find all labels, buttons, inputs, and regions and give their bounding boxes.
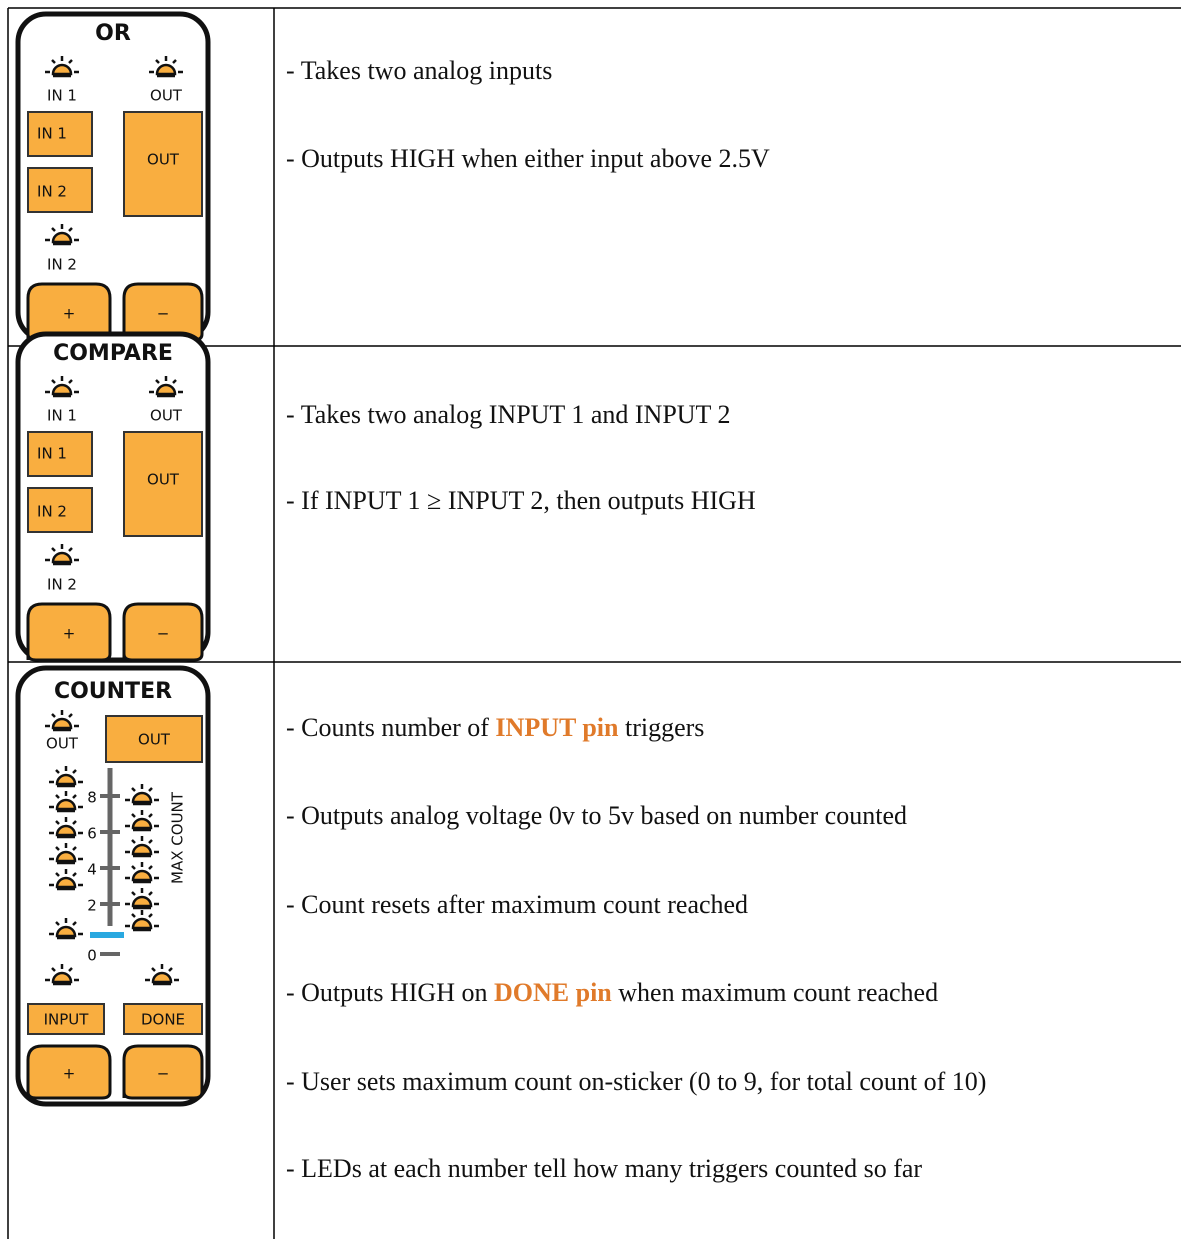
label: − (157, 1065, 170, 1083)
emphasis: INPUT pin (495, 713, 619, 742)
sticker: OR IN 1 OUT IN 1 IN 2 OUT IN 2 + − (15, 11, 211, 343)
pin (105, 715, 203, 763)
label: MAX COUNT (169, 791, 187, 884)
description-line: - User sets maximum count on-sticker (0 … (286, 1067, 986, 1096)
sticker: COUNTER OUT OUT 8 6 4 2 0 MAX COUNT INPUT DONE + − (15, 665, 211, 1107)
label: 6 (87, 825, 97, 843)
text-run: - Takes two analog INPUT 1 and INPUT 2 (286, 400, 730, 429)
label: − (157, 305, 170, 323)
label: + (63, 625, 76, 643)
label: IN 2 (47, 576, 77, 594)
description-line: - LEDs at each number tell how many trig… (286, 1154, 922, 1183)
text-run: triggers (619, 713, 705, 742)
button (122, 1044, 204, 1100)
label: OUT (150, 407, 183, 425)
label: OUT (150, 87, 183, 105)
description-line: - Takes two analog inputs (286, 56, 552, 85)
text-run: - If INPUT 1 ≥ INPUT 2, then outputs HIG… (286, 486, 756, 515)
label: IN 1 (47, 87, 77, 105)
label: + (63, 1065, 76, 1083)
description-line: - Takes two analog INPUT 1 and INPUT 2 (286, 400, 730, 429)
label: COUNTER (54, 679, 172, 704)
pin (27, 167, 93, 213)
pin (27, 431, 93, 477)
description-line: - Counts number of INPUT pin triggers (286, 713, 704, 742)
label: IN 2 (47, 256, 77, 274)
label: IN 1 (37, 445, 67, 463)
description-line: - Outputs analog voltage 0v to 5v based … (286, 801, 907, 830)
description-line: - Count resets after maximum count reach… (286, 890, 748, 919)
description-line: - Outputs HIGH when either input above 2… (286, 144, 770, 173)
text-run: - Count resets after maximum count reach… (286, 890, 748, 919)
pin (123, 1003, 203, 1035)
button (26, 602, 112, 662)
button (26, 1044, 112, 1100)
sticker: COMPARE IN 1 OUT IN 1 IN 2 OUT IN 2 + − (15, 331, 211, 663)
pin (123, 111, 203, 217)
text-run: - Counts number of (286, 713, 495, 742)
label: − (157, 625, 170, 643)
text-run: when maximum count reached (612, 978, 938, 1007)
button (122, 602, 204, 662)
label: DONE (141, 1011, 185, 1029)
text-run: - Outputs HIGH when either input above 2… (286, 144, 770, 173)
text-run: - Outputs HIGH on (286, 978, 494, 1007)
label: OUT (46, 735, 79, 753)
text-run: - Takes two analog inputs (286, 56, 552, 85)
pin (27, 1003, 105, 1035)
pin (123, 431, 203, 537)
label: IN 2 (37, 503, 67, 521)
label: OUT (147, 151, 180, 169)
label: OR (95, 21, 131, 46)
pin (27, 111, 93, 157)
label: IN 1 (47, 407, 77, 425)
label: IN 2 (37, 183, 67, 201)
label: OUT (138, 731, 171, 749)
label: COMPARE (53, 341, 173, 366)
label: IN 1 (37, 125, 67, 143)
description-line: - Outputs HIGH on DONE pin when maximum … (286, 978, 938, 1007)
label: 8 (87, 789, 97, 807)
label: INPUT (44, 1011, 90, 1029)
emphasis: DONE pin (494, 978, 612, 1007)
text-run: - User sets maximum count on-sticker (0 … (286, 1067, 986, 1096)
label: 4 (87, 861, 97, 879)
sticker-outline (15, 331, 211, 663)
text-run: - LEDs at each number tell how many trig… (286, 1154, 922, 1183)
text-run: - Outputs analog voltage 0v to 5v based … (286, 801, 907, 830)
description-line: - If INPUT 1 ≥ INPUT 2, then outputs HIG… (286, 486, 756, 515)
label: 2 (87, 897, 97, 915)
label: OUT (147, 471, 180, 489)
label: + (63, 305, 76, 323)
pin (27, 487, 93, 533)
label: 0 (87, 947, 97, 965)
